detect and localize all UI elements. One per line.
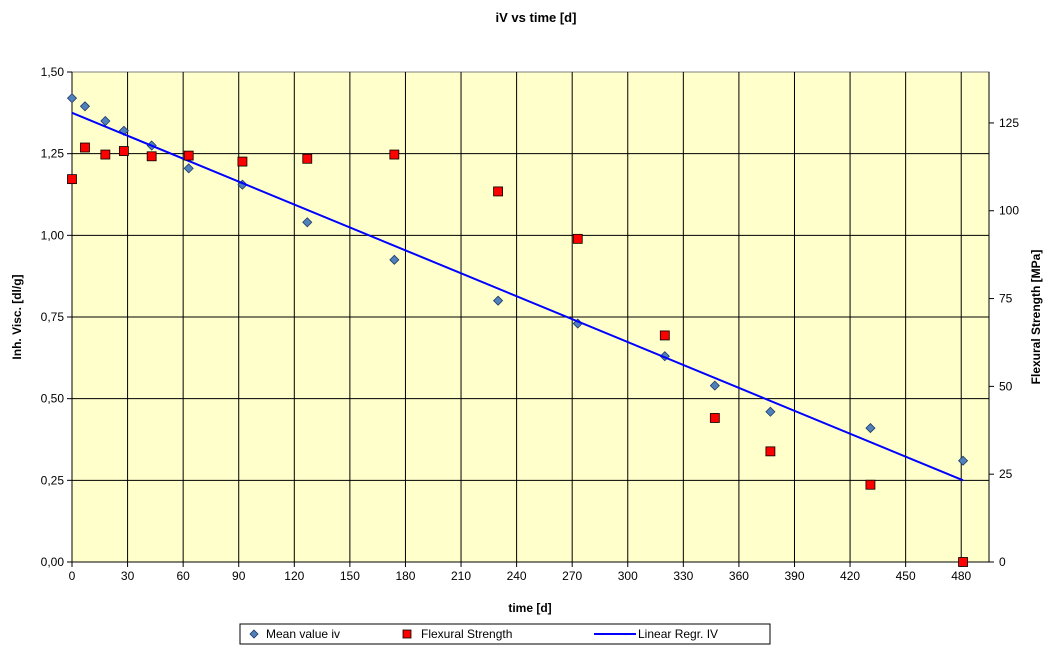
- y2-tick-label: 25: [999, 467, 1013, 481]
- y-axis-left: 0,00 0,25 0,50 0,75 1,00 1,25 1,50: [41, 65, 73, 569]
- x-tick-label: 210: [451, 569, 471, 583]
- x-tick-label: 300: [618, 569, 638, 583]
- y2-tick-label: 75: [999, 292, 1013, 306]
- legend: Mean value iv Flexural Strength Linear R…: [239, 623, 771, 645]
- square-marker-icon: [402, 629, 412, 639]
- flexural-strength-point: [865, 479, 876, 490]
- flexural-strength-point: [183, 150, 194, 161]
- mean-iv-point: [493, 295, 504, 306]
- legend-box: [239, 623, 771, 645]
- x-tick-label: 390: [784, 569, 804, 583]
- x-axis-title: time [d]: [508, 601, 551, 615]
- mean-iv-point: [237, 179, 248, 190]
- flexural-strength-point: [958, 557, 968, 567]
- y2-axis-title: Flexural Strength [MPa]: [1029, 250, 1043, 385]
- flexural-strength-point: [302, 153, 313, 164]
- x-tick-label: 180: [395, 569, 415, 583]
- series-linear-regression: [71, 111, 964, 482]
- x-tick-label: 420: [840, 569, 860, 583]
- y-tick-label: 0,25: [41, 473, 65, 487]
- mean-iv-point: [709, 380, 720, 391]
- legend-label-flexural: Flexural Strength: [421, 627, 512, 641]
- flexural-strength-point: [389, 149, 400, 160]
- flexural-strength-point: [493, 186, 503, 197]
- y2-tick-label: 50: [999, 379, 1013, 393]
- flexural-strength-point: [709, 413, 720, 423]
- x-tick-label: 60: [176, 569, 190, 583]
- mean-iv-point: [865, 423, 876, 434]
- x-tick-label: 150: [340, 569, 360, 583]
- x-tick-label: 30: [121, 569, 135, 583]
- regression-line: [71, 111, 964, 482]
- x-tick-label: 360: [729, 569, 749, 583]
- x-tick-label: 480: [951, 569, 971, 583]
- series-flexural-strength: [67, 142, 968, 567]
- y2-tick-label: 100: [999, 204, 1019, 218]
- legend-item-mean-iv: Mean value iv: [249, 627, 340, 641]
- y-tick-label: 0,00: [41, 555, 65, 569]
- mean-iv-point: [957, 455, 969, 466]
- mean-iv-point: [302, 217, 313, 228]
- flexural-strength-point: [100, 149, 111, 160]
- flexural-strength-point: [659, 330, 670, 341]
- flexural-strength-point: [765, 446, 776, 457]
- y-axis-title: Inh. Visc. [dl/g]: [10, 274, 24, 359]
- flexural-strength-point: [572, 233, 583, 244]
- legend-item-regression: Linear Regr. IV: [594, 627, 718, 641]
- x-tick-label: 270: [562, 569, 582, 583]
- flexural-strength-point: [118, 146, 129, 156]
- y-tick-label: 1,00: [41, 228, 65, 242]
- x-tick-label: 330: [673, 569, 693, 583]
- mean-iv-point: [66, 93, 78, 104]
- grid: [72, 72, 989, 562]
- y-tick-label: 0,75: [41, 310, 65, 324]
- y2-tick-label: 0: [999, 555, 1006, 569]
- x-tick-label: 240: [507, 569, 527, 583]
- flexural-strength-point: [67, 174, 77, 185]
- y2-tick-label: 125: [999, 116, 1019, 130]
- mean-iv-point: [389, 254, 400, 265]
- flexural-strength-point: [80, 142, 90, 153]
- series-layer: [66, 93, 969, 567]
- chart-title: iV vs time [d]: [496, 10, 577, 25]
- flexural-strength-point: [237, 156, 248, 167]
- x-tick-label: 0: [69, 569, 76, 583]
- x-tick-label: 450: [896, 569, 916, 583]
- legend-label-regression: Linear Regr. IV: [638, 627, 718, 641]
- diamond-marker-icon: [249, 629, 259, 639]
- y-tick-label: 1,25: [41, 147, 65, 161]
- x-tick-label: 120: [284, 569, 304, 583]
- mean-iv-point: [79, 101, 91, 112]
- mean-iv-point: [765, 406, 776, 417]
- x-tick-label: 90: [232, 569, 246, 583]
- y-tick-label: 1,50: [41, 65, 65, 79]
- y-tick-label: 0,50: [41, 392, 65, 406]
- x-axis: 0 30 60 90 120 150 180 210 240 270 300 330 360 390 420…: [69, 561, 989, 583]
- legend-item-flexural: Flexural Strength: [402, 627, 512, 641]
- legend-label-mean-iv: Mean value iv: [266, 627, 340, 641]
- mean-iv-point: [100, 115, 111, 127]
- y-axis-right: 0 25 50 75 100 125: [988, 72, 1019, 569]
- flexural-strength-point: [146, 151, 157, 162]
- series-mean-value-iv: [66, 93, 969, 466]
- mean-iv-point: [183, 163, 194, 174]
